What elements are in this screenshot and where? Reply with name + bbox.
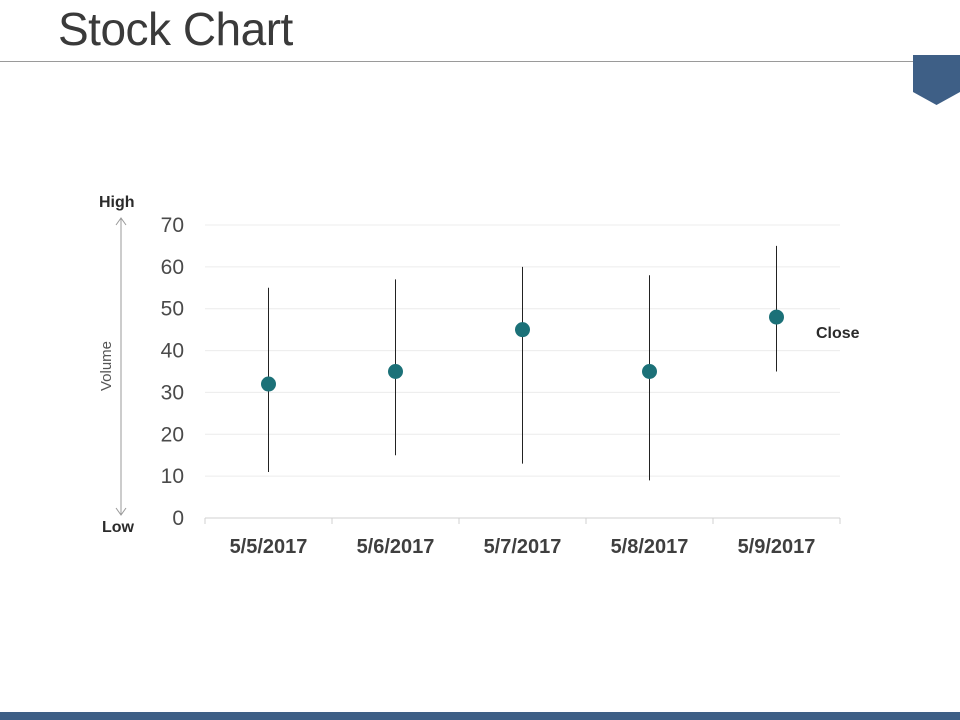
close-marker [515, 322, 530, 338]
whiskers [268, 245, 777, 481]
footer-bar [0, 712, 960, 720]
y-tick-label: 30 [161, 381, 184, 404]
x-tick-label: 5/9/2017 [738, 536, 816, 558]
y-tick-label: 40 [161, 340, 184, 363]
x-tick-label: 5/5/2017 [230, 536, 308, 558]
x-axis: 5/5/2017 5/6/2017 5/7/2017 5/8/2017 5/9/2017 [204, 517, 841, 558]
high-label: High [99, 194, 135, 211]
arrow-head-up [115, 217, 127, 226]
double-arrow-icon [115, 217, 127, 516]
y-tick-label: 10 [161, 465, 184, 488]
y-tick-label: 60 [161, 256, 184, 279]
close-marker [642, 364, 657, 379]
pentagon-tab-icon [913, 55, 960, 105]
y-tick-label: 0 [172, 507, 184, 530]
close-marker [769, 309, 784, 325]
volume-label: Volume [98, 340, 115, 392]
x-tick-label: 5/8/2017 [611, 536, 689, 558]
close-label: Close [816, 325, 860, 342]
x-tick-label: 5/6/2017 [357, 536, 435, 558]
pentagon-tab-shape [913, 55, 960, 105]
y-tick-label: 70 [161, 214, 184, 237]
y-axis-ticks: 0 10 20 30 40 50 60 70 [161, 214, 184, 530]
slide-title: Stock Chart [58, 3, 293, 55]
close-markers [261, 309, 784, 392]
x-tick-label: 5/7/2017 [484, 536, 562, 558]
close-marker [261, 376, 276, 392]
y-tick-label: 20 [161, 423, 184, 446]
low-label: Low [102, 519, 134, 536]
arrow-head-down [115, 507, 127, 516]
y-tick-label: 50 [161, 298, 184, 321]
title-divider [0, 61, 960, 62]
close-marker [388, 364, 403, 379]
